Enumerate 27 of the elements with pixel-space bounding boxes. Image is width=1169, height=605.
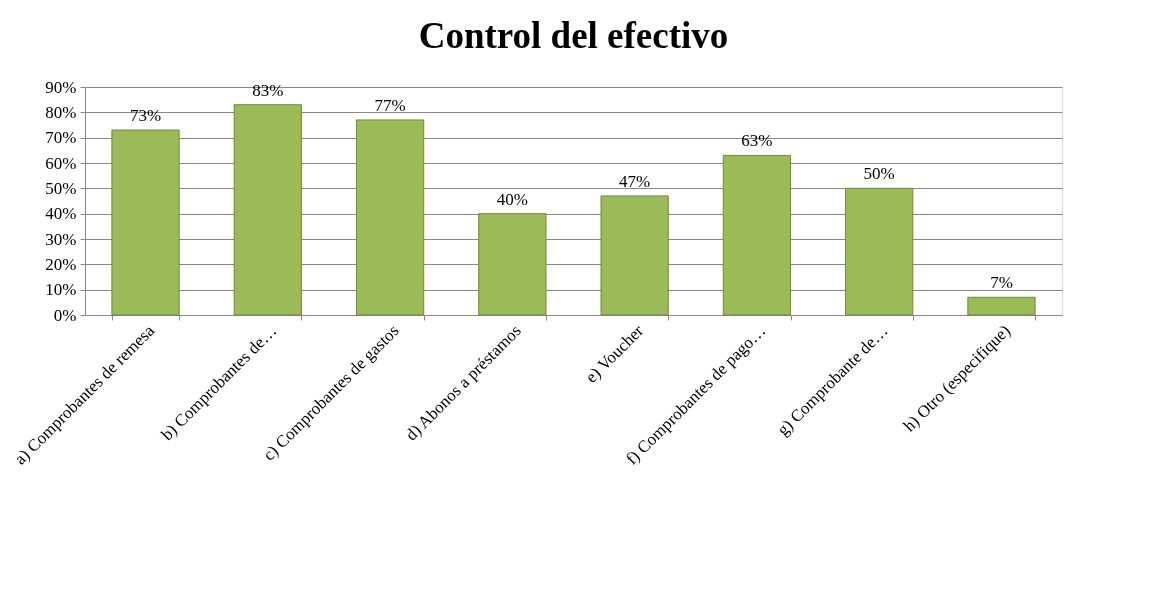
bar	[111, 129, 180, 316]
chart-title: Control del efectivo	[418, 15, 729, 56]
data-label: 47%	[619, 171, 651, 191]
y-tick-label: 60%	[45, 153, 77, 173]
y-tick-label: 50%	[45, 178, 77, 198]
bar	[967, 296, 1036, 316]
y-tick-label: 10%	[45, 280, 77, 300]
y-tick-label: 20%	[45, 254, 77, 274]
bar	[845, 187, 914, 316]
y-tick-label: 90%	[45, 77, 77, 97]
bar	[722, 154, 792, 316]
bar	[233, 104, 302, 316]
bar	[600, 195, 669, 316]
data-label: 50%	[863, 164, 895, 184]
data-label: 63%	[741, 131, 773, 151]
bar	[355, 119, 425, 316]
data-label: 77%	[374, 95, 406, 115]
y-tick-label: 40%	[45, 204, 77, 224]
data-label: 40%	[496, 189, 528, 209]
y-tick-label: 30%	[45, 229, 77, 249]
data-label: 83%	[252, 80, 284, 100]
bar	[478, 213, 547, 316]
y-tick-label: 80%	[45, 102, 77, 122]
data-label: 7%	[990, 273, 1013, 293]
y-tick-label: 0%	[53, 305, 77, 325]
y-tick-label: 70%	[45, 128, 77, 148]
data-label: 73%	[129, 106, 162, 126]
